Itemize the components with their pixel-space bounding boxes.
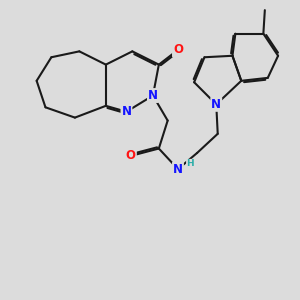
Text: N: N [173,163,183,176]
Text: O: O [173,44,183,56]
Text: N: N [148,89,158,102]
Text: N: N [211,98,221,111]
Text: N: N [122,105,131,118]
Text: H: H [187,159,194,168]
Text: O: O [126,149,136,162]
